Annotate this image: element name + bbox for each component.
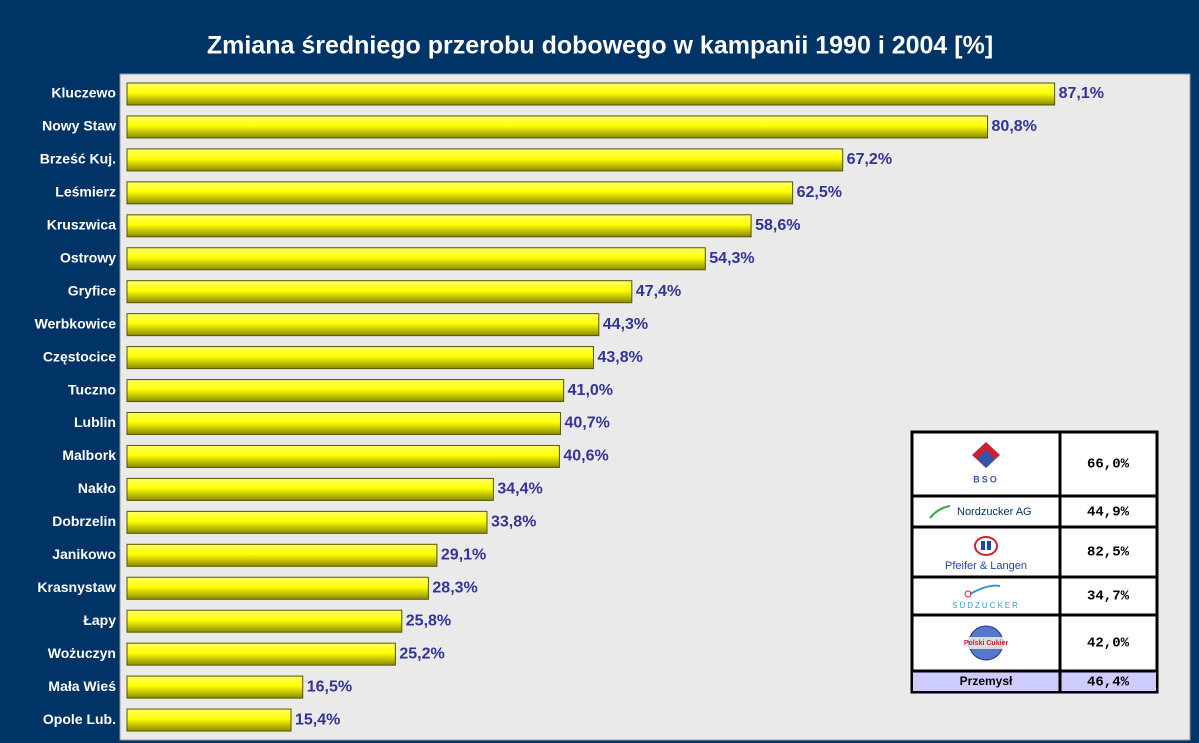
- value-label: 67,2%: [847, 151, 892, 168]
- category-label: Dobrzelin: [52, 513, 116, 529]
- bar: [126, 576, 429, 600]
- value-label: 47,4%: [636, 283, 681, 300]
- bar: [126, 477, 494, 501]
- category-label: Nowy Staw: [42, 118, 116, 134]
- value-label: 54,3%: [709, 250, 754, 267]
- bar: [126, 346, 594, 370]
- logo-text: Polski Cukier: [964, 640, 1009, 647]
- bar: [126, 708, 292, 732]
- category-label: Ostrowy: [60, 249, 116, 265]
- category-label: Kruszwica: [47, 217, 116, 233]
- value-label: 58,6%: [755, 217, 800, 234]
- bar: [126, 115, 989, 139]
- logo-text: Nordzucker AG: [957, 506, 1032, 518]
- logo-text: BSO: [973, 474, 999, 484]
- bar: [126, 247, 706, 271]
- bar: [126, 313, 600, 337]
- category-label: Brześć Kuj.: [40, 151, 116, 167]
- bar: [126, 148, 844, 172]
- category-label: Janikowo: [52, 546, 116, 562]
- value-label: 40,6%: [563, 448, 608, 465]
- category-label: Kluczewo: [51, 85, 116, 101]
- row-value: 82,5%: [1087, 545, 1130, 561]
- bar: [126, 543, 438, 567]
- value-label: 28,3%: [432, 579, 477, 596]
- row-value: 34,7%: [1087, 589, 1130, 605]
- bar: [126, 181, 794, 205]
- category-label: Gryfice: [68, 282, 116, 298]
- bar: [126, 609, 403, 633]
- row-value: 42,0%: [1087, 636, 1130, 652]
- bar: [126, 280, 633, 304]
- value-label: 16,5%: [307, 678, 352, 695]
- bar: [126, 642, 396, 666]
- bar: [126, 82, 1056, 106]
- value-label: 25,8%: [406, 612, 451, 629]
- value-label: 41,0%: [568, 382, 613, 399]
- bar: [126, 444, 560, 468]
- value-label: 25,2%: [399, 645, 444, 662]
- row-value: 44,9%: [1087, 505, 1130, 521]
- value-label: 80,8%: [992, 118, 1037, 135]
- row-value: 46,4%: [1087, 675, 1130, 691]
- value-label: 62,5%: [797, 184, 842, 201]
- logo-text: SÜDZUCKER: [952, 601, 1020, 610]
- category-label: Lublin: [74, 414, 116, 430]
- value-label: 29,1%: [441, 547, 486, 564]
- category-label: Malbork: [62, 447, 116, 463]
- value-label: 34,4%: [497, 481, 542, 498]
- category-label: Mała Wieś: [48, 678, 116, 694]
- value-label: 40,7%: [564, 415, 609, 432]
- category-label: Tuczno: [68, 381, 116, 397]
- category-label: Nakło: [78, 480, 116, 496]
- category-label: Krasnystaw: [37, 579, 116, 595]
- value-label: 44,3%: [603, 316, 648, 333]
- category-label: Werbkowice: [35, 315, 117, 331]
- category-label: Leśmierz: [55, 184, 116, 200]
- bar: [126, 675, 304, 699]
- value-label: 43,8%: [597, 349, 642, 366]
- category-label: Wożuczyn: [48, 645, 116, 661]
- bar: [126, 412, 561, 435]
- summary-table: BSO Nordzucker AG Pfeifer & Langen SÜDZU…: [910, 430, 1159, 694]
- bar: [126, 214, 752, 238]
- category-label: Częstocice: [43, 348, 116, 364]
- chart-title: Zmiana średniego przerobu dobowego w kam…: [207, 32, 993, 60]
- value-label: 33,8%: [491, 514, 536, 531]
- row-value: 66,0%: [1087, 457, 1130, 473]
- category-label: Opole Lub.: [43, 711, 116, 727]
- category-label: Łapy: [83, 612, 116, 628]
- logo-text: Pfeifer & Langen: [945, 560, 1027, 572]
- value-label: 15,4%: [295, 711, 340, 728]
- bar: [126, 510, 488, 534]
- row-label: Przemysł: [960, 674, 1013, 688]
- bar: [126, 379, 565, 403]
- value-label: 87,1%: [1059, 85, 1104, 102]
